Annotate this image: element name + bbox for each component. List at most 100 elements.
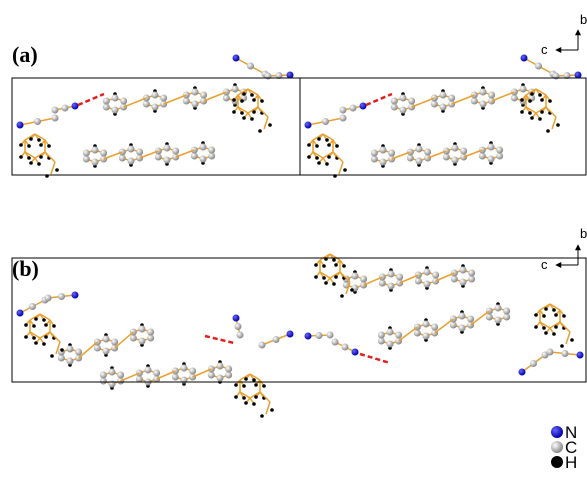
atom-h [242, 384, 246, 388]
atom-c [388, 150, 395, 157]
atom-h [520, 110, 524, 114]
atom-c [450, 322, 457, 329]
atom-c [371, 150, 378, 157]
atom-h [554, 325, 558, 329]
atom-h [27, 144, 31, 148]
atom-h [44, 335, 48, 339]
atom-c [378, 338, 385, 345]
atom-h [342, 264, 346, 268]
bond [339, 162, 343, 174]
atom-c [480, 101, 487, 108]
axis-label: c [541, 257, 548, 272]
atom-c [83, 156, 90, 163]
atom-h [242, 116, 246, 120]
atom-c [164, 157, 171, 164]
atom-n [17, 310, 24, 317]
atom-h [520, 98, 524, 102]
atom-c [503, 308, 510, 315]
bond [124, 98, 147, 107]
atom-c [495, 317, 502, 324]
atom-h [534, 325, 538, 329]
axis-indicator: b c [541, 226, 587, 272]
atom-c [67, 358, 74, 365]
atom-h [335, 144, 339, 148]
atom-c [495, 305, 502, 312]
bond [333, 152, 343, 162]
atom-c [94, 345, 101, 352]
atom-c [128, 158, 135, 165]
atom-n [287, 72, 294, 79]
atom-c [152, 104, 159, 111]
atom-n [72, 292, 79, 299]
atom-c [440, 104, 447, 111]
atom-c [112, 107, 119, 114]
atom-n [305, 122, 312, 129]
atom-h [29, 137, 33, 141]
atom-c [259, 342, 266, 349]
atom-c [424, 269, 431, 276]
atom-h [24, 335, 28, 339]
atom-c [100, 372, 107, 379]
atom-h [343, 168, 347, 172]
atom-h [542, 314, 546, 318]
atom-c [100, 378, 107, 385]
atom-c [139, 338, 146, 345]
atom-c [208, 147, 215, 154]
panel-label: (b) [12, 256, 39, 281]
atom-h [37, 138, 41, 142]
atom-c [29, 303, 36, 310]
atom-c [459, 325, 466, 332]
atom-h [60, 348, 64, 352]
atom-c [443, 154, 450, 161]
atom-c [191, 153, 198, 160]
atom-c [400, 107, 407, 114]
atom-c [423, 333, 430, 340]
atom-c [200, 144, 207, 151]
atom-h [232, 98, 236, 102]
atom-c [119, 155, 126, 162]
atom-c [235, 323, 242, 330]
atom-c [400, 95, 407, 102]
atom-c [431, 324, 438, 331]
atom-c [342, 344, 349, 351]
atom-c [520, 86, 527, 93]
atom-h [544, 307, 548, 311]
atom-h [315, 156, 319, 160]
atom-c [408, 98, 415, 105]
atom-c [92, 147, 99, 154]
atom-n [305, 333, 312, 340]
atom-c [103, 348, 110, 355]
atom-c [332, 339, 339, 346]
atom-c [147, 329, 154, 336]
atom-c [103, 104, 110, 111]
atom-h [552, 332, 556, 336]
atom-h [562, 314, 566, 318]
atom-h [560, 344, 564, 348]
atom-c [414, 330, 421, 337]
atom-c [92, 159, 99, 166]
atom-c [380, 159, 387, 166]
bond [452, 95, 475, 104]
atom-c [380, 147, 387, 154]
atom-c [103, 98, 110, 105]
atom-h [538, 93, 542, 97]
atom-c [147, 335, 154, 342]
atom-c [340, 115, 347, 122]
atom-h [258, 129, 262, 133]
atom-c [62, 105, 69, 112]
atom-c [67, 346, 74, 353]
atom-h [244, 401, 248, 405]
atom-c [496, 153, 503, 160]
atom-c [34, 118, 41, 125]
atom-h [327, 143, 331, 147]
atom-c [496, 147, 503, 154]
atom-c [360, 276, 367, 283]
atom-h [332, 282, 336, 286]
atom-h [322, 276, 326, 280]
atom-c [460, 267, 467, 274]
atom-c [407, 155, 414, 162]
atom-c [223, 95, 230, 102]
atom-c [111, 339, 118, 346]
atom-h [552, 308, 556, 312]
bond [560, 322, 570, 332]
